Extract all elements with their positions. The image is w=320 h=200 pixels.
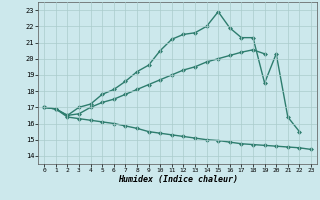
X-axis label: Humidex (Indice chaleur): Humidex (Indice chaleur) <box>118 175 238 184</box>
